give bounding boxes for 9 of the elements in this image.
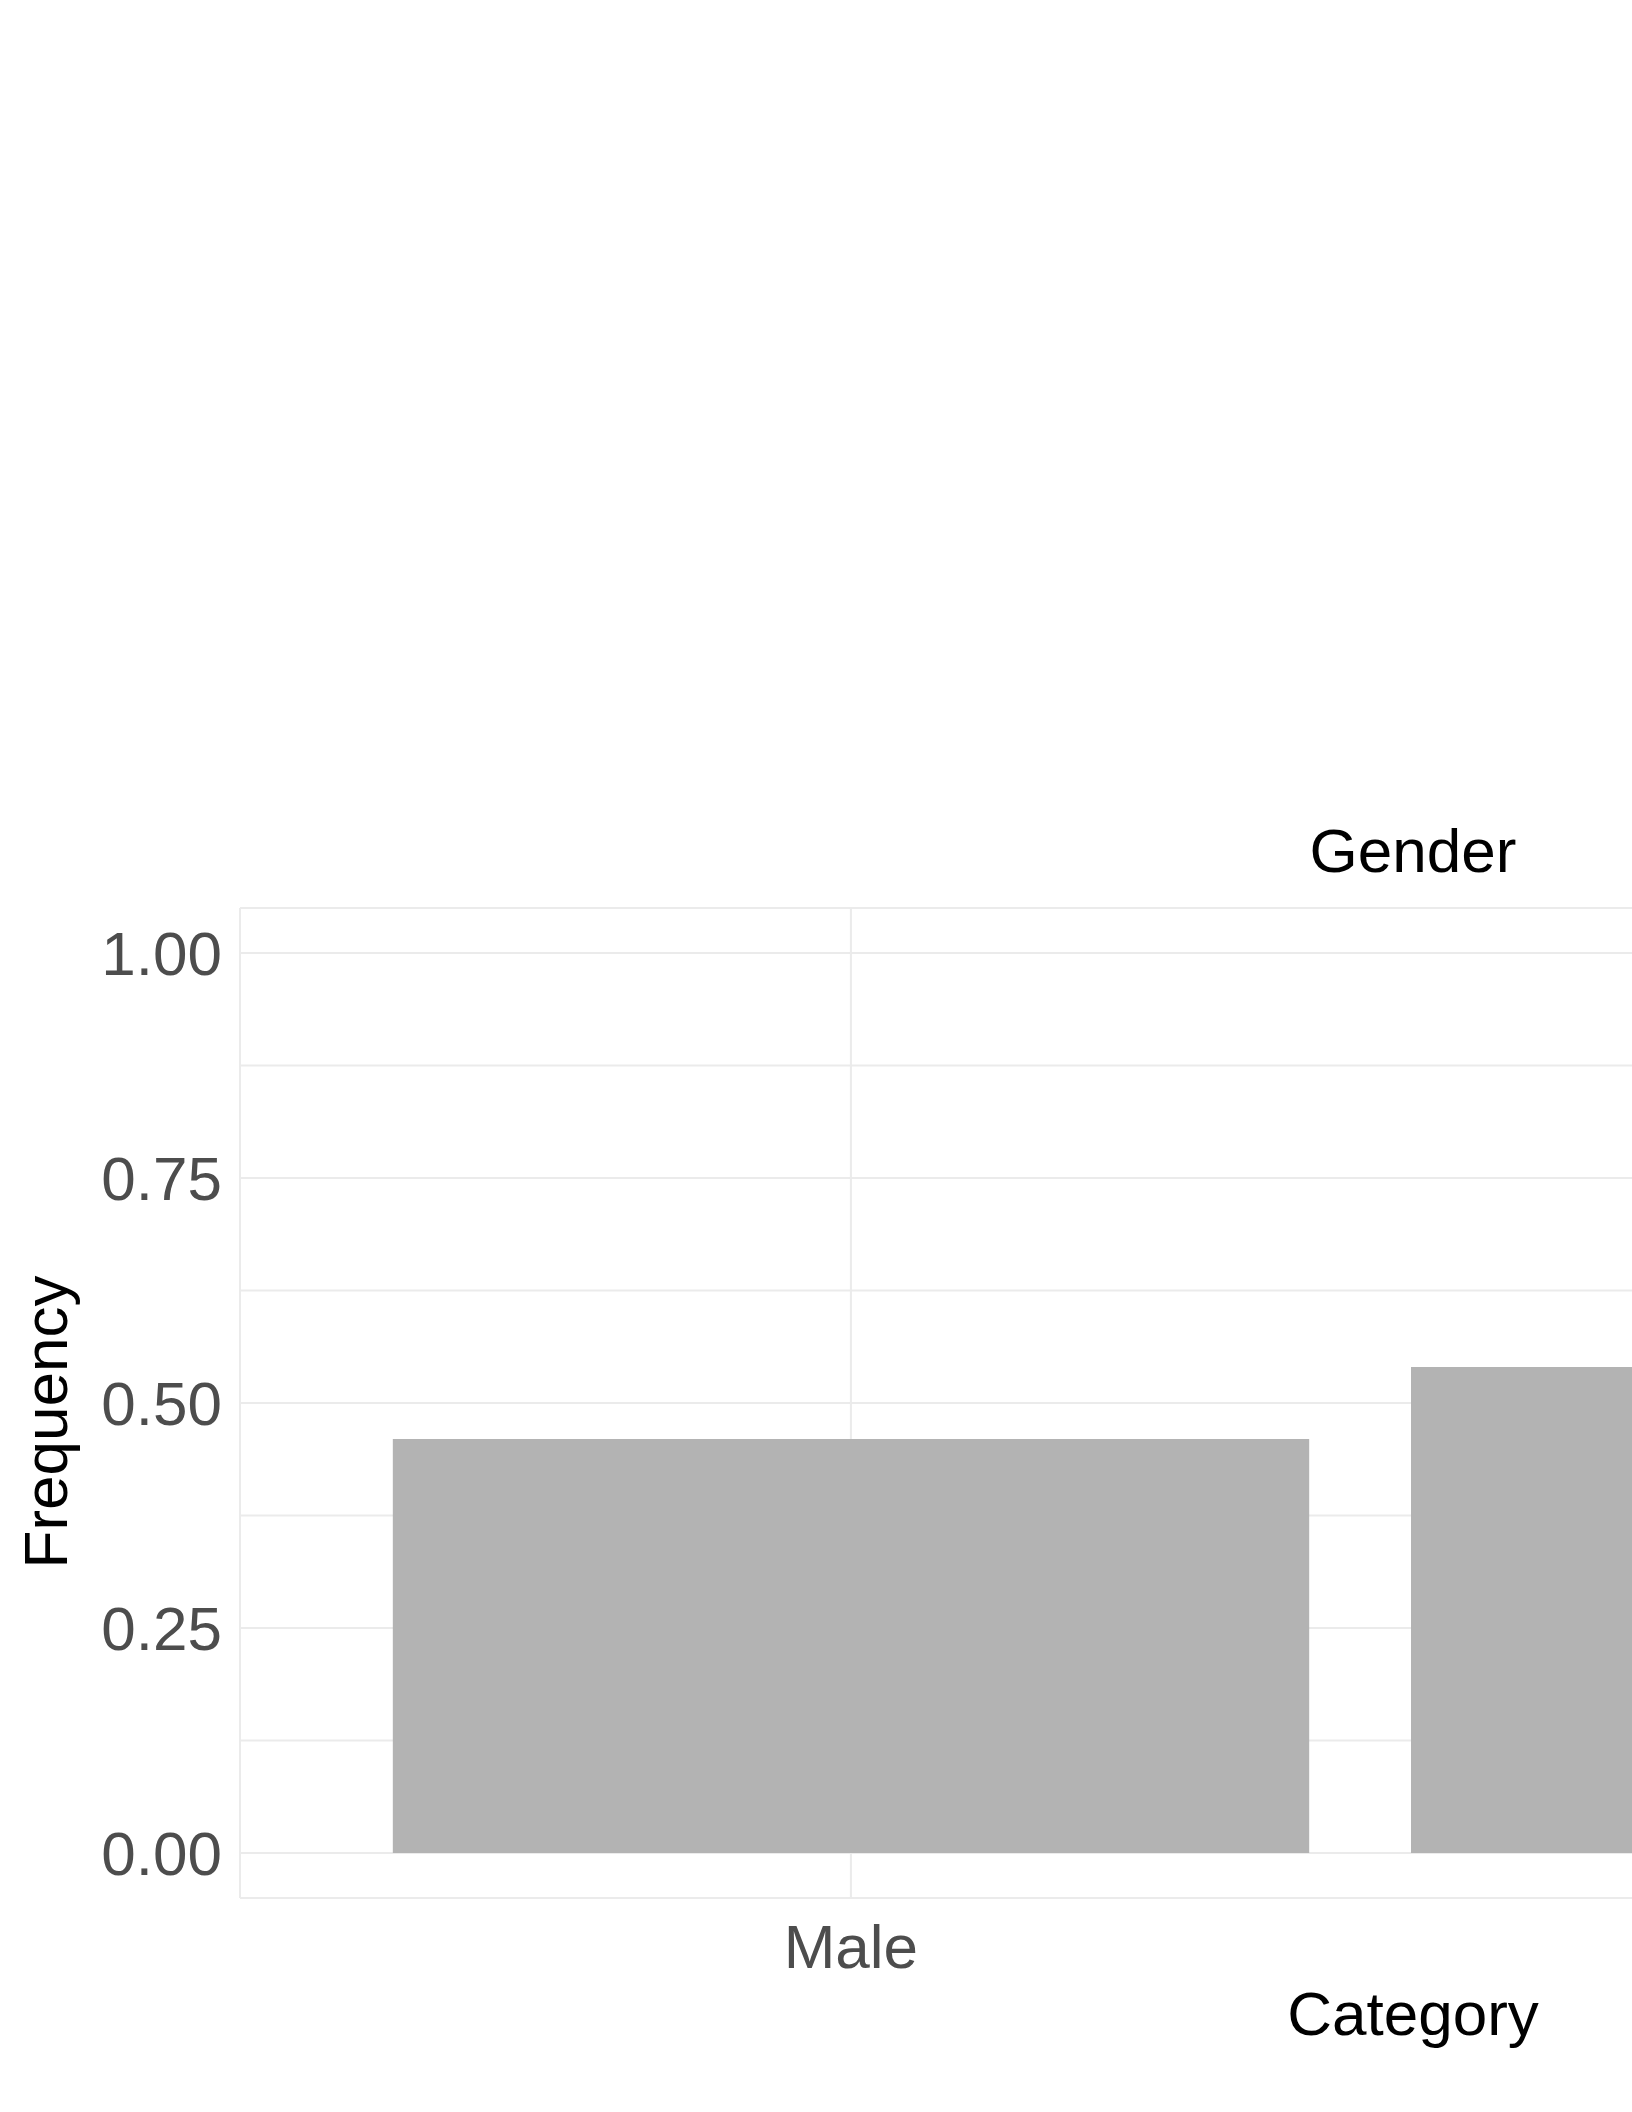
y-tick-label: 0.00 — [101, 1819, 222, 1889]
x-tick-label: Male — [783, 1912, 919, 1982]
y-axis-title: Frequency — [9, 1275, 81, 1569]
y-tick-label: 0.50 — [101, 1369, 222, 1439]
chart-title: Gender — [1309, 815, 1517, 886]
y-tick-label: 1.00 — [101, 919, 222, 989]
y-tick-label: 0.75 — [101, 1144, 222, 1214]
x-axis-title: Category — [1287, 1978, 1539, 2049]
y-tick-label: 0.25 — [101, 1594, 222, 1664]
